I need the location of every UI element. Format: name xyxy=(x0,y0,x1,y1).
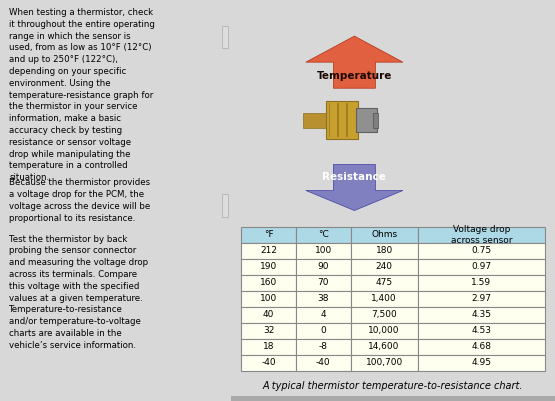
Text: 180: 180 xyxy=(376,246,393,255)
Text: 4: 4 xyxy=(320,310,326,319)
Text: Resistance: Resistance xyxy=(322,172,386,182)
FancyBboxPatch shape xyxy=(241,259,296,275)
FancyBboxPatch shape xyxy=(417,291,546,307)
Text: 70: 70 xyxy=(317,278,329,287)
Text: 38: 38 xyxy=(317,294,329,303)
Text: Test the thermistor by back
probing the sensor connector
and measuring the volta: Test the thermistor by back probing the … xyxy=(9,235,148,350)
Text: 100: 100 xyxy=(260,294,277,303)
FancyBboxPatch shape xyxy=(346,103,347,137)
Text: When testing a thermistor, check
it throughout the entire operating
range in whi: When testing a thermistor, check it thro… xyxy=(9,8,155,182)
Text: Voltage drop
across sensor: Voltage drop across sensor xyxy=(451,225,512,245)
FancyBboxPatch shape xyxy=(351,339,417,355)
Text: A typical thermistor temperature-to-resistance chart.: A typical thermistor temperature-to-resi… xyxy=(263,381,523,391)
FancyBboxPatch shape xyxy=(351,259,417,275)
FancyBboxPatch shape xyxy=(351,355,417,371)
Text: 4.53: 4.53 xyxy=(471,326,491,335)
Text: 4.95: 4.95 xyxy=(471,358,491,367)
Text: 2.97: 2.97 xyxy=(471,294,491,303)
FancyBboxPatch shape xyxy=(222,194,228,217)
Text: 0.97: 0.97 xyxy=(471,262,492,271)
FancyBboxPatch shape xyxy=(241,275,296,291)
FancyBboxPatch shape xyxy=(417,339,546,355)
Text: 190: 190 xyxy=(260,262,277,271)
FancyBboxPatch shape xyxy=(296,275,351,291)
FancyBboxPatch shape xyxy=(296,355,351,371)
Text: 1,400: 1,400 xyxy=(371,294,397,303)
FancyBboxPatch shape xyxy=(417,259,546,275)
Text: 7,500: 7,500 xyxy=(371,310,397,319)
Text: Temperature: Temperature xyxy=(317,71,392,81)
FancyBboxPatch shape xyxy=(351,323,417,339)
Text: °C: °C xyxy=(318,230,329,239)
FancyBboxPatch shape xyxy=(241,339,296,355)
Text: Ohms: Ohms xyxy=(371,230,397,239)
Text: 40: 40 xyxy=(263,310,274,319)
Text: 18: 18 xyxy=(263,342,274,351)
FancyBboxPatch shape xyxy=(356,108,377,132)
FancyBboxPatch shape xyxy=(337,103,339,137)
FancyBboxPatch shape xyxy=(351,275,417,291)
Polygon shape xyxy=(306,164,403,211)
FancyBboxPatch shape xyxy=(373,113,378,128)
FancyBboxPatch shape xyxy=(241,227,296,243)
FancyBboxPatch shape xyxy=(241,291,296,307)
Text: -40: -40 xyxy=(316,358,331,367)
FancyBboxPatch shape xyxy=(296,291,351,307)
FancyBboxPatch shape xyxy=(296,243,351,259)
FancyBboxPatch shape xyxy=(241,355,296,371)
FancyBboxPatch shape xyxy=(329,103,330,137)
FancyBboxPatch shape xyxy=(296,339,351,355)
Text: 4.35: 4.35 xyxy=(471,310,491,319)
FancyBboxPatch shape xyxy=(296,323,351,339)
FancyBboxPatch shape xyxy=(417,355,546,371)
FancyBboxPatch shape xyxy=(302,113,330,128)
Text: 32: 32 xyxy=(263,326,274,335)
FancyBboxPatch shape xyxy=(296,307,351,323)
Text: 1.59: 1.59 xyxy=(471,278,492,287)
Text: °F: °F xyxy=(264,230,273,239)
FancyBboxPatch shape xyxy=(241,307,296,323)
Text: -40: -40 xyxy=(261,358,276,367)
FancyBboxPatch shape xyxy=(296,259,351,275)
FancyBboxPatch shape xyxy=(417,275,546,291)
Text: 4.68: 4.68 xyxy=(471,342,491,351)
FancyBboxPatch shape xyxy=(241,323,296,339)
Text: 14,600: 14,600 xyxy=(369,342,400,351)
FancyBboxPatch shape xyxy=(221,0,222,401)
FancyBboxPatch shape xyxy=(351,291,417,307)
Text: 90: 90 xyxy=(317,262,329,271)
FancyBboxPatch shape xyxy=(417,227,546,243)
FancyBboxPatch shape xyxy=(351,243,417,259)
Text: 160: 160 xyxy=(260,278,277,287)
Polygon shape xyxy=(306,36,403,88)
Text: 10,000: 10,000 xyxy=(369,326,400,335)
Text: -8: -8 xyxy=(319,342,328,351)
Text: Because the thermistor provides
a voltage drop for the PCM, the
voltage across t: Because the thermistor provides a voltag… xyxy=(9,178,150,223)
FancyBboxPatch shape xyxy=(351,307,417,323)
FancyBboxPatch shape xyxy=(296,227,351,243)
Text: 0: 0 xyxy=(320,326,326,335)
FancyBboxPatch shape xyxy=(417,323,546,339)
FancyBboxPatch shape xyxy=(417,243,546,259)
Text: 100: 100 xyxy=(315,246,332,255)
Text: 100,700: 100,700 xyxy=(366,358,403,367)
FancyBboxPatch shape xyxy=(222,26,228,48)
FancyBboxPatch shape xyxy=(326,101,359,139)
FancyBboxPatch shape xyxy=(417,307,546,323)
FancyBboxPatch shape xyxy=(231,396,555,401)
Text: 475: 475 xyxy=(376,278,392,287)
Text: 0.75: 0.75 xyxy=(471,246,492,255)
FancyBboxPatch shape xyxy=(241,243,296,259)
FancyBboxPatch shape xyxy=(351,227,417,243)
Text: 240: 240 xyxy=(376,262,392,271)
Text: 212: 212 xyxy=(260,246,277,255)
